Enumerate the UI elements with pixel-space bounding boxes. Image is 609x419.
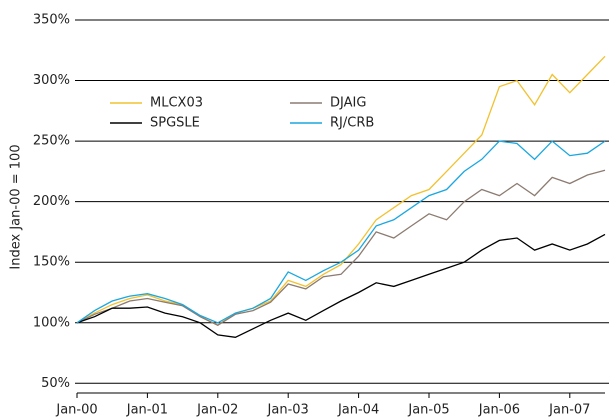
y-tick-label: 300% <box>33 73 70 88</box>
y-tick-label: 150% <box>33 255 70 270</box>
y-tick-label: 100% <box>33 315 70 330</box>
y-axis-label: Index Jan-00 = 100 <box>9 144 24 269</box>
y-tick-label: 250% <box>33 134 70 149</box>
y-tick-label: 350% <box>33 13 70 28</box>
y-tick-label: 200% <box>33 194 70 209</box>
x-tick-label: Jan-04 <box>337 403 379 418</box>
legend-label: MLCX03 <box>150 96 203 111</box>
x-tick-label: Jan-00 <box>55 403 97 418</box>
x-tick-label: Jan-03 <box>267 403 309 418</box>
x-tick-label: Jan-06 <box>478 403 520 418</box>
series-line <box>76 55 606 326</box>
y-tick-label: 50% <box>41 376 70 391</box>
series-line <box>76 169 606 326</box>
x-tick-label: Jan-02 <box>196 403 238 418</box>
legend-label: RJ/CRB <box>330 116 374 131</box>
series-line <box>76 233 606 338</box>
x-tick-label: Jan-05 <box>407 403 449 418</box>
legend-label: DJAIG <box>330 96 366 111</box>
x-tick-label: Jan-01 <box>126 403 168 418</box>
x-tick-label: Jan-07 <box>548 403 590 418</box>
series-line <box>76 140 606 324</box>
legend-label: SPGSLE <box>150 116 200 131</box>
